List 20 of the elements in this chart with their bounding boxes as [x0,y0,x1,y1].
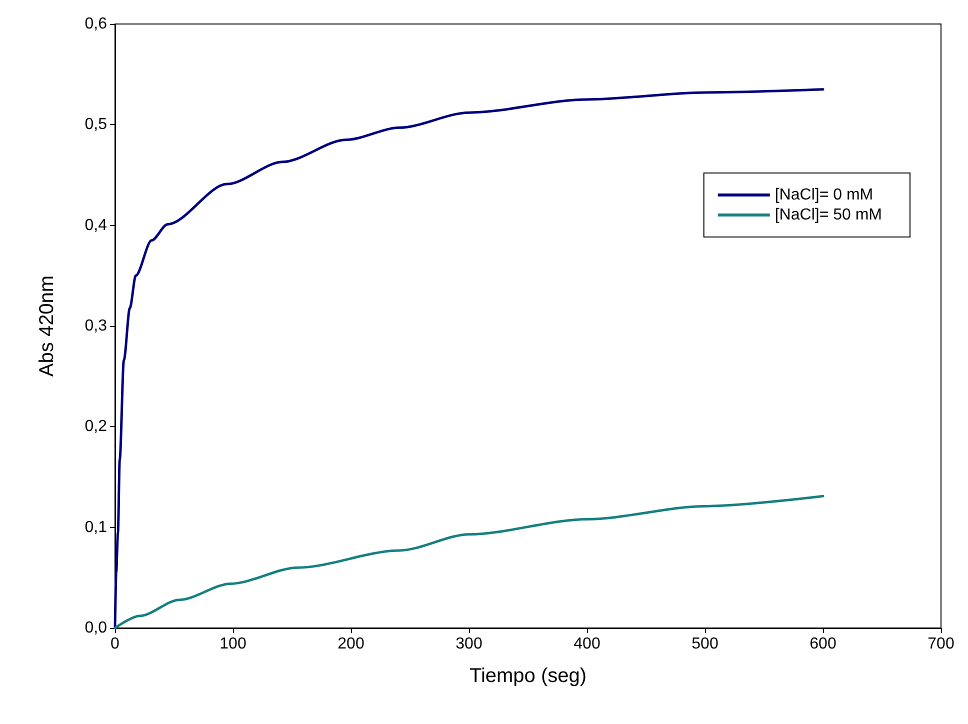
y-tick-label: 0,1 [84,518,108,536]
x-tick-label: 300 [456,636,482,652]
y-tick-label: 0,0 [84,620,108,636]
legend-label: [NaCl]= 0 mM [774,186,874,204]
line-series [114,494,824,630]
y-tick-label: 0,3 [84,318,108,334]
x-tick-label: 600 [810,636,836,652]
legend-label: [NaCl]= 50 mM [774,206,882,224]
x-tick-label: 400 [574,636,600,652]
y-tick-label: 0,2 [84,418,108,436]
y-axis-title: Abs 420nm [36,275,58,377]
y-tick-label: 0,4 [84,216,108,234]
x-tick-label: 700 [928,636,954,652]
x-tick-label: 200 [338,636,364,652]
x-axis-title: Tiempo (seg) [469,665,587,687]
x-tick-label: 0 [110,636,120,652]
x-tick-label: 100 [220,636,246,652]
y-tick-label: 0,5 [84,116,108,134]
y-tick-label: 0,6 [84,16,108,32]
x-tick-label: 500 [692,636,718,652]
